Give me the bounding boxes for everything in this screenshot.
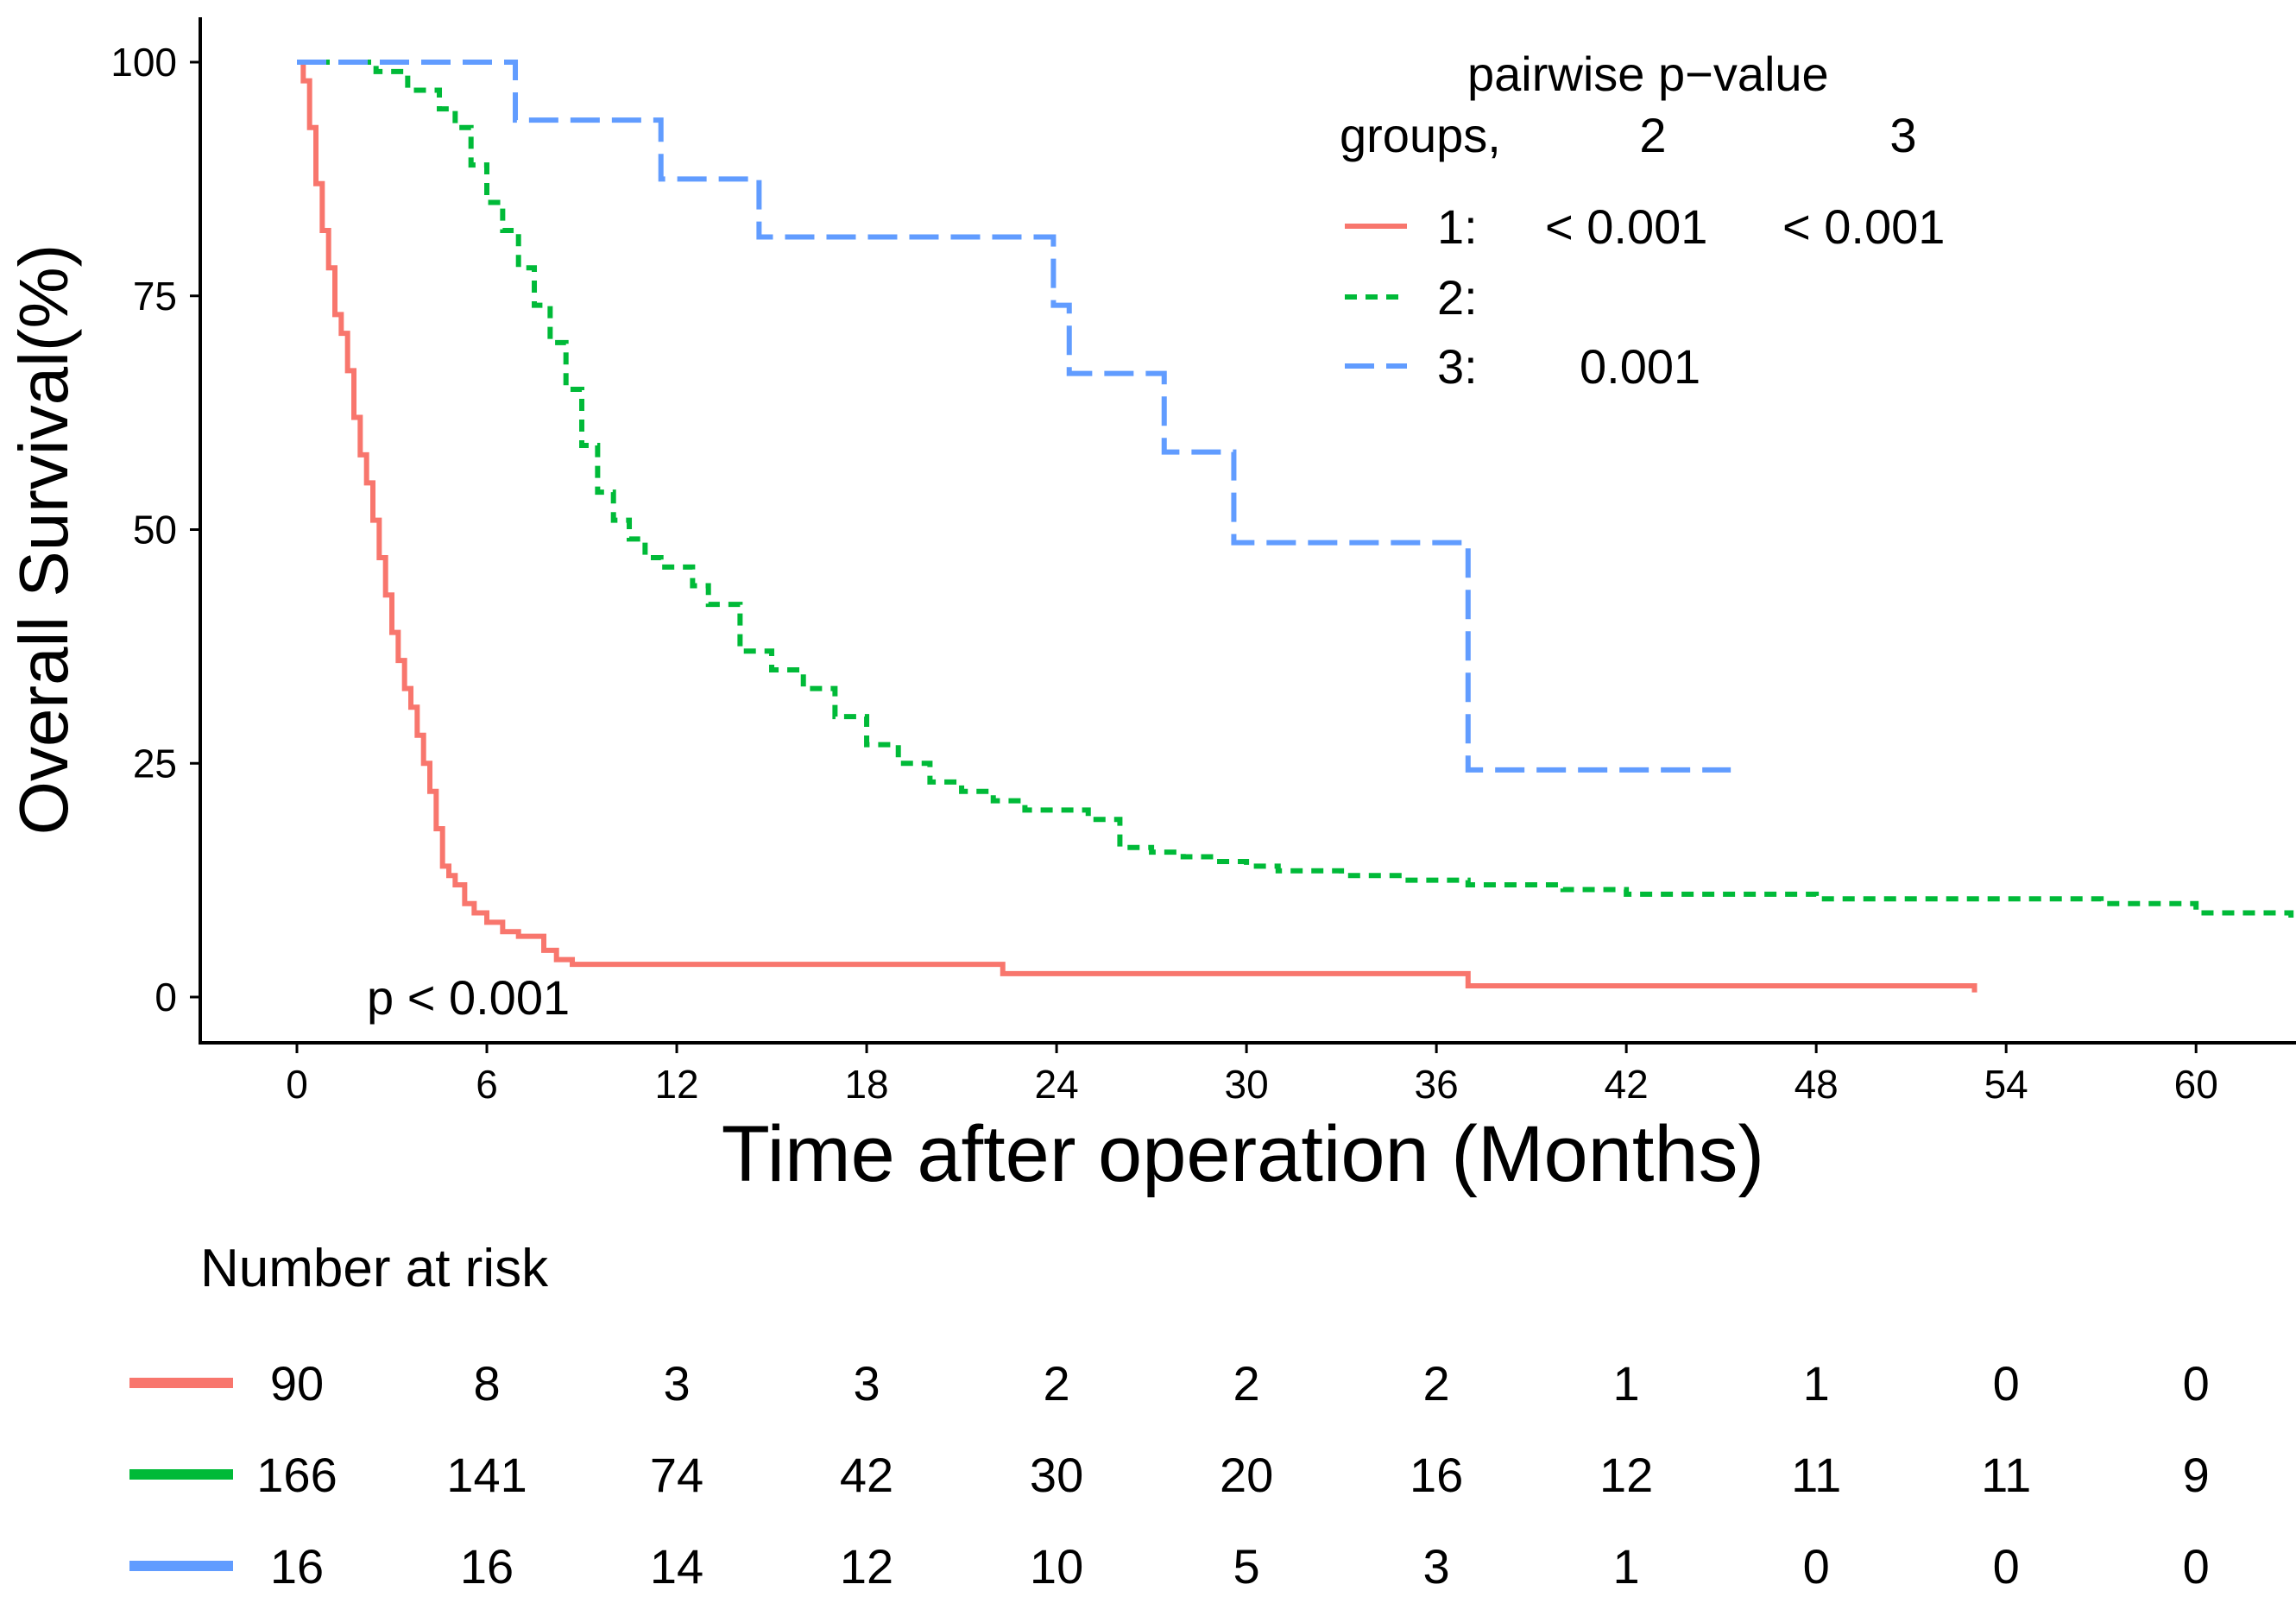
legend-col-2: 2 — [1639, 108, 1666, 162]
risk-cell: 3 — [1423, 1539, 1450, 1594]
risk-cell: 12 — [840, 1539, 893, 1594]
y-tick-label: 0 — [155, 975, 177, 1019]
risk-cell: 0 — [2183, 1539, 2210, 1594]
legend-col-3: 3 — [1889, 108, 1916, 162]
survival-curve-group-2 — [297, 60, 2294, 918]
risk-cell: 74 — [650, 1448, 703, 1502]
risk-table-title: Number at risk — [200, 1239, 549, 1298]
risk-cell: 30 — [1030, 1448, 1083, 1502]
risk-cell: 11 — [1791, 1448, 1841, 1502]
x-tick-label: 0 — [286, 1062, 308, 1107]
legend-row-1-p2: < 0.001 — [1545, 199, 1707, 254]
risk-cell: 0 — [1803, 1539, 1830, 1594]
risk-cell: 1 — [1613, 1539, 1640, 1594]
risk-cell: 90 — [270, 1356, 324, 1411]
risk-cell: 3 — [663, 1356, 690, 1411]
x-tick-label: 12 — [654, 1062, 698, 1107]
risk-cell: 0 — [1993, 1356, 2020, 1411]
legend-row-3-p2: 0.001 — [1580, 339, 1700, 394]
legend-row-3-label: 3: — [1437, 339, 1478, 394]
risk-cell: 8 — [473, 1356, 500, 1411]
survival-curve-group-3 — [297, 60, 1731, 773]
risk-cell: 14 — [650, 1539, 703, 1594]
x-tick-label: 54 — [1984, 1062, 2028, 1107]
risk-cell: 12 — [1599, 1448, 1653, 1502]
x-axis-title: Time after operation (Months) — [722, 1110, 1764, 1198]
x-tick-label: 42 — [1605, 1062, 1649, 1107]
x-tick-label: 6 — [476, 1062, 498, 1107]
p-value-label: p < 0.001 — [367, 970, 570, 1025]
risk-cell: 1 — [1613, 1356, 1640, 1411]
y-tick-label: 25 — [133, 741, 177, 786]
y-ticks: 0 25 50 75 100 — [110, 40, 200, 1019]
y-tick-label: 100 — [110, 40, 177, 85]
survival-curves — [297, 60, 2294, 993]
x-tick-label: 18 — [844, 1062, 888, 1107]
risk-cell: 5 — [1233, 1539, 1260, 1594]
y-tick-label: 50 — [133, 508, 177, 552]
risk-cell: 11 — [1981, 1448, 2031, 1502]
risk-cell: 141 — [446, 1448, 527, 1502]
risk-cell: 9 — [2183, 1448, 2210, 1502]
risk-cell: 2 — [1233, 1356, 1260, 1411]
risk-cell: 0 — [1993, 1539, 2020, 1594]
risk-cell: 16 — [1410, 1448, 1463, 1502]
legend: pairwise p−value groups, 2 3 1: < 0.001 … — [1340, 47, 1945, 394]
risk-cell: 2 — [1423, 1356, 1450, 1411]
y-axis-title: Overall Survival(%) — [5, 244, 82, 836]
x-tick-label: 24 — [1034, 1062, 1078, 1107]
risk-cell: 2 — [1044, 1356, 1070, 1411]
legend-row-1-p3: < 0.001 — [1782, 199, 1945, 254]
x-tick-label: 30 — [1225, 1062, 1269, 1107]
risk-cell: 16 — [270, 1539, 324, 1594]
x-tick-label: 60 — [2174, 1062, 2218, 1107]
risk-cell: 16 — [460, 1539, 514, 1594]
legend-header-groups: groups, — [1340, 108, 1501, 162]
legend-row-1-label: 1: — [1437, 199, 1478, 254]
survival-curve-group-1 — [297, 60, 1977, 993]
risk-cell: 10 — [1030, 1539, 1083, 1594]
risk-cell: 166 — [256, 1448, 337, 1502]
risk-cell: 0 — [2183, 1356, 2210, 1411]
x-ticks: 0 6 12 18 24 30 36 42 48 54 60 — [286, 1043, 2218, 1107]
x-tick-label: 48 — [1795, 1062, 1839, 1107]
risk-cell: 3 — [853, 1356, 880, 1411]
risk-cell: 42 — [840, 1448, 893, 1502]
y-tick-label: 75 — [133, 274, 177, 319]
x-tick-label: 36 — [1415, 1062, 1459, 1107]
legend-header-title: pairwise p−value — [1467, 47, 1829, 101]
legend-row-2-label: 2: — [1437, 270, 1478, 325]
risk-cell: 1 — [1803, 1356, 1830, 1411]
risk-cell: 20 — [1220, 1448, 1273, 1502]
